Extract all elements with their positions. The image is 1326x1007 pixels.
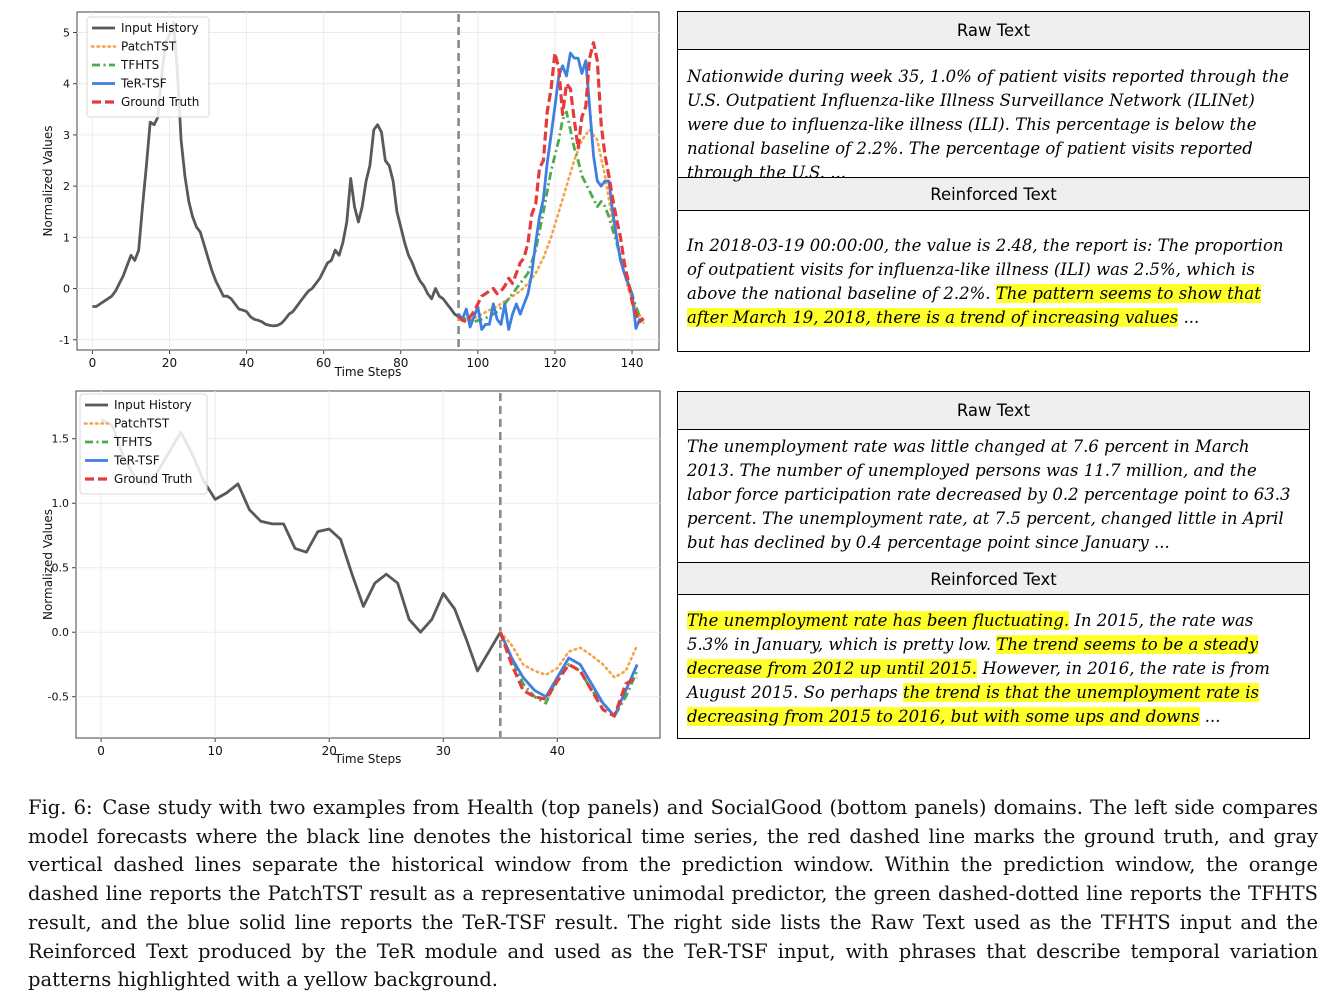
x-tick-label: 0 bbox=[89, 356, 97, 370]
y-tick-label: 0.5 bbox=[52, 562, 70, 575]
legend-box bbox=[79, 393, 208, 495]
x-axis-label: Time Steps bbox=[334, 365, 402, 379]
x-tick-label: 60 bbox=[316, 356, 331, 370]
reinforced-text-plain: However, in 2016, the rate is from Augus… bbox=[687, 659, 1270, 702]
series-line-tfhts bbox=[499, 631, 639, 718]
raw-text-body: The unemployment rate was little changed… bbox=[687, 437, 1291, 552]
x-tick-label: 20 bbox=[162, 356, 177, 370]
y-tick-label: 0 bbox=[63, 283, 70, 296]
reinforced-text-plain: In 2015, the rate was 5.3% in January, w… bbox=[687, 611, 1254, 654]
x-tick-label: 100 bbox=[466, 356, 489, 370]
legend-label: Input History bbox=[114, 398, 192, 412]
raw-text-header: Raw Text bbox=[678, 12, 1309, 50]
legend-label: Input History bbox=[121, 21, 199, 35]
series-line-patchtst bbox=[499, 630, 639, 679]
x-tick-label: 40 bbox=[550, 744, 565, 758]
series-line-ground-truth bbox=[498, 631, 638, 718]
reinforced-text-body: In 2018-03-19 00:00:00, the value is 2.4… bbox=[678, 211, 1309, 330]
y-tick-label: 1 bbox=[63, 231, 70, 244]
legend-box bbox=[86, 16, 210, 118]
reinforced-text-header: Reinforced Text bbox=[678, 562, 1309, 595]
y-tick-label: 2 bbox=[63, 180, 70, 193]
figure-caption: Fig. 6: Case study with two examples fro… bbox=[28, 796, 1318, 992]
y-tick-label: 1.0 bbox=[52, 497, 70, 510]
legend-label: TeR-TSF bbox=[113, 454, 160, 468]
raw-text-header: Raw Text bbox=[678, 392, 1309, 430]
raw-text-body: Nationwide during week 35, 1.0% of patie… bbox=[687, 67, 1289, 182]
series-line-ground-truth bbox=[457, 41, 645, 324]
y-tick-label: -1 bbox=[59, 334, 70, 347]
x-tick-label: 120 bbox=[543, 356, 566, 370]
reinforced-text-body: The unemployment rate has been fluctuati… bbox=[678, 595, 1309, 729]
legend-label: Ground Truth bbox=[114, 472, 192, 486]
x-tick-label: 30 bbox=[436, 744, 451, 758]
series-line-ter-tsf bbox=[457, 51, 644, 331]
y-tick-label: -0.5 bbox=[48, 691, 69, 704]
y-tick-label: 4 bbox=[63, 78, 70, 91]
x-tick-label: 80 bbox=[393, 356, 408, 370]
x-tick-label: 10 bbox=[208, 744, 223, 758]
legend-label: TeR-TSF bbox=[120, 77, 167, 91]
x-tick-label: 40 bbox=[239, 356, 254, 370]
health-forecast-chart: 0 20 40 60 80 100 120 140 5 4 3 2 1 0 -1 Time Steps Norm… bbox=[41, 11, 660, 379]
legend-label: PatchTST bbox=[121, 40, 177, 54]
socialgood-forecast-chart: 0 10 20 30 40 1.5 1.0 0.5 0.0 -0.5 Time Steps Norma… bbox=[41, 390, 661, 766]
highlighted-pattern-phrase: The unemployment rate has been fluctuati… bbox=[687, 611, 1070, 630]
ellipsis: ... bbox=[1178, 308, 1200, 327]
socialgood-text-panel: Raw Text The unemployment rate was littl… bbox=[677, 391, 1310, 739]
y-tick-label: 3 bbox=[63, 129, 70, 142]
series-line-input-history bbox=[92, 20, 460, 328]
y-axis-label: Normalized Values bbox=[41, 125, 55, 236]
health-text-panel: Raw Text Nationwide during week 35, 1.0%… bbox=[677, 11, 1310, 352]
x-tick-label: 20 bbox=[322, 744, 337, 758]
y-axis-label: Normalized Values bbox=[41, 509, 55, 620]
x-axis-label: Time Steps bbox=[334, 752, 402, 766]
reinforced-text-header: Reinforced Text bbox=[678, 177, 1309, 211]
legend-label: PatchTST bbox=[114, 417, 170, 431]
legend-label: TFHTS bbox=[113, 435, 152, 449]
legend-label: Ground Truth bbox=[121, 95, 199, 109]
reinforced-text-plain: In 2018-03-19 00:00:00, the value is 2.4… bbox=[687, 236, 1284, 303]
series-line-patchtst bbox=[457, 128, 645, 324]
y-tick-label: 0.0 bbox=[52, 626, 70, 639]
y-tick-label: 1.5 bbox=[52, 433, 70, 446]
x-tick-label: 140 bbox=[621, 356, 644, 370]
x-tick-label: 0 bbox=[97, 744, 105, 758]
y-tick-label: 5 bbox=[63, 26, 70, 39]
ellipsis: ... bbox=[1199, 707, 1221, 726]
legend-label: TFHTS bbox=[120, 58, 159, 72]
